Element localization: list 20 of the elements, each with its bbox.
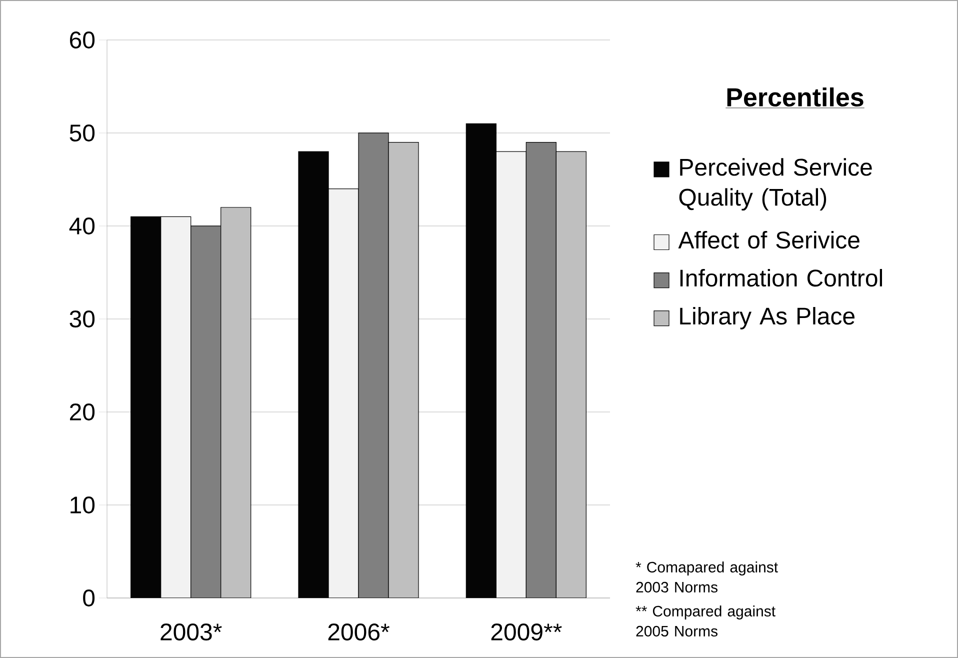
bar (220, 207, 252, 598)
legend-label: Perceived Service Quality (Total) (679, 158, 872, 211)
y-tick-label: 20 (70, 403, 95, 420)
y-tick-label: 10 (70, 496, 95, 514)
text: * Comapared against 2003 Norms (636, 562, 778, 593)
legend-label: Information Control (680, 268, 882, 287)
y-tick-label: 0 (83, 589, 95, 606)
y-tick-label: 30 (70, 310, 95, 328)
legend-label: Affect of Serivice (678, 230, 860, 249)
x-tick-label: 2003* (160, 623, 222, 640)
legend-label: Library As Place (680, 307, 854, 330)
bar (388, 142, 419, 598)
legend-title: Percentiles (727, 87, 864, 107)
x-tick-label: 2009** (491, 623, 562, 640)
y-tick-label: 60 (70, 31, 95, 48)
y-tick-label: 50 (70, 124, 95, 142)
y-tick-label: 40 (69, 217, 95, 234)
bar (556, 151, 586, 598)
text: ** Compared against 2005 Norms (636, 606, 776, 637)
x-tick-label: 2006* (328, 623, 390, 640)
